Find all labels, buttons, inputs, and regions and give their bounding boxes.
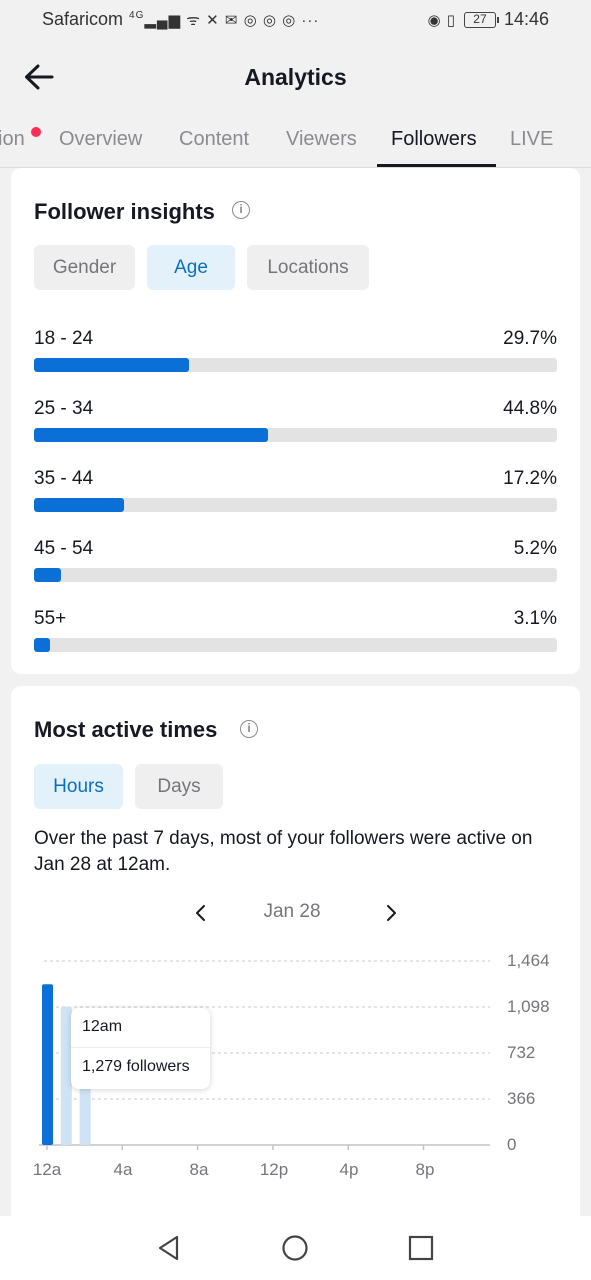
network-icons: 4G▂▄▆ ᯤ ✕ ✉ ◎ ◎ ◎ ··· [129, 9, 320, 29]
most-active-title: Most active times [34, 717, 218, 742]
chart-tooltip: 12am 1,279 followers [71, 1008, 210, 1089]
tab-overview[interactable]: Overview [59, 128, 143, 150]
battery-icon: 27 [463, 11, 499, 28]
recents-square-icon[interactable] [407, 1234, 435, 1262]
y-tick-label: 1,464 [507, 951, 550, 970]
age-range-label: 55+ [34, 608, 67, 629]
chevron-right-icon [387, 905, 396, 921]
previous-day-button[interactable] [186, 898, 216, 928]
filter-hours[interactable]: Hours [34, 764, 123, 809]
x-tick-label: 4a [113, 1160, 133, 1179]
arrow-left-icon [25, 64, 54, 90]
age-bar-fill [34, 638, 51, 652]
tab-inspiration[interactable]: ion [0, 128, 25, 150]
chevron-left-icon [196, 905, 205, 921]
notification-badge [31, 127, 41, 137]
status-bar: Safaricom 4G▂▄▆ ᯤ ✕ ✉ ◎ ◎ ◎ ··· ◉ ▯ 27 1… [0, 0, 591, 40]
follower-insights-card: Follower insights i Gender Age Locations… [11, 168, 580, 674]
y-tick-label: 0 [507, 1135, 517, 1154]
analytics-tabs: ion Overview Content Viewers Followers L… [0, 114, 591, 168]
app-header: Analytics [0, 40, 591, 114]
age-bar-track [34, 498, 557, 512]
tab-live[interactable]: LIVE [510, 128, 554, 150]
system-icons: ◉ ▯ [427, 11, 456, 29]
most-active-times-card: Most active times i Hours Days Over the … [11, 686, 580, 1216]
age-bar-track [34, 428, 557, 442]
hour-bar[interactable] [60, 1006, 72, 1145]
filter-locations[interactable]: Locations [247, 245, 369, 290]
filter-gender[interactable]: Gender [34, 245, 135, 290]
age-percentage: 17.2% [503, 468, 557, 489]
age-percentage: 3.1% [513, 608, 557, 629]
age-bar-fill [34, 498, 124, 512]
x-tick-label: 4p [339, 1160, 359, 1179]
tab-viewers[interactable]: Viewers [286, 128, 357, 150]
x-tick-label: 12a [32, 1160, 62, 1179]
filter-days[interactable]: Days [135, 764, 223, 809]
age-bar-track [34, 568, 557, 582]
age-range-label: 25 - 34 [34, 398, 94, 419]
x-tick-label: 8a [189, 1160, 209, 1179]
carrier-name: Safaricom [42, 9, 124, 29]
page-title: Analytics [244, 64, 347, 90]
age-bar-fill [34, 428, 269, 442]
age-percentage: 5.2% [513, 538, 557, 559]
info-icon[interactable]: i [240, 720, 258, 738]
age-range-label: 45 - 54 [34, 538, 94, 559]
age-range-label: 35 - 44 [34, 468, 94, 489]
follower-insights-title: Follower insights [34, 199, 215, 224]
tooltip-count: 1,279 followers [82, 1058, 190, 1075]
age-bar-track [34, 358, 557, 372]
next-day-button[interactable] [376, 898, 406, 928]
y-tick-label: 1,098 [507, 997, 550, 1016]
tooltip-divider [71, 1047, 210, 1048]
active-tab-indicator [377, 164, 496, 167]
age-bar-fill [34, 568, 62, 582]
activity-summary: Over the past 7 days, most of your follo… [34, 828, 533, 875]
age-bar-track [34, 638, 557, 652]
clock: 14:46 [503, 9, 549, 29]
info-icon[interactable]: i [232, 201, 250, 219]
age-range-label: 18 - 24 [34, 328, 94, 349]
age-percentage: 29.7% [503, 328, 557, 349]
hour-bar[interactable] [42, 984, 53, 1145]
y-tick-label: 366 [507, 1089, 536, 1108]
current-date: Jan 28 [263, 901, 321, 922]
hourly-activity-chart: 1,464 1,098 732 366 0 12a 4a 8a 12p 4p 8… [11, 946, 580, 1186]
back-button[interactable] [20, 58, 60, 98]
filter-age[interactable]: Age [147, 245, 235, 290]
home-circle-icon[interactable] [281, 1234, 309, 1262]
system-nav-bar [0, 1216, 591, 1280]
tab-followers[interactable]: Followers [391, 128, 477, 150]
tab-content[interactable]: Content [179, 128, 250, 150]
age-bar-fill [34, 358, 190, 372]
chart-plot [39, 960, 490, 1150]
tooltip-time: 12am [82, 1018, 123, 1035]
y-tick-label: 732 [507, 1043, 536, 1062]
age-percentage: 44.8% [503, 398, 557, 419]
x-tick-label: 8p [415, 1160, 435, 1179]
x-tick-label: 12p [259, 1160, 289, 1179]
date-navigator: Jan 28 [11, 898, 580, 928]
back-triangle-icon[interactable] [155, 1234, 183, 1262]
